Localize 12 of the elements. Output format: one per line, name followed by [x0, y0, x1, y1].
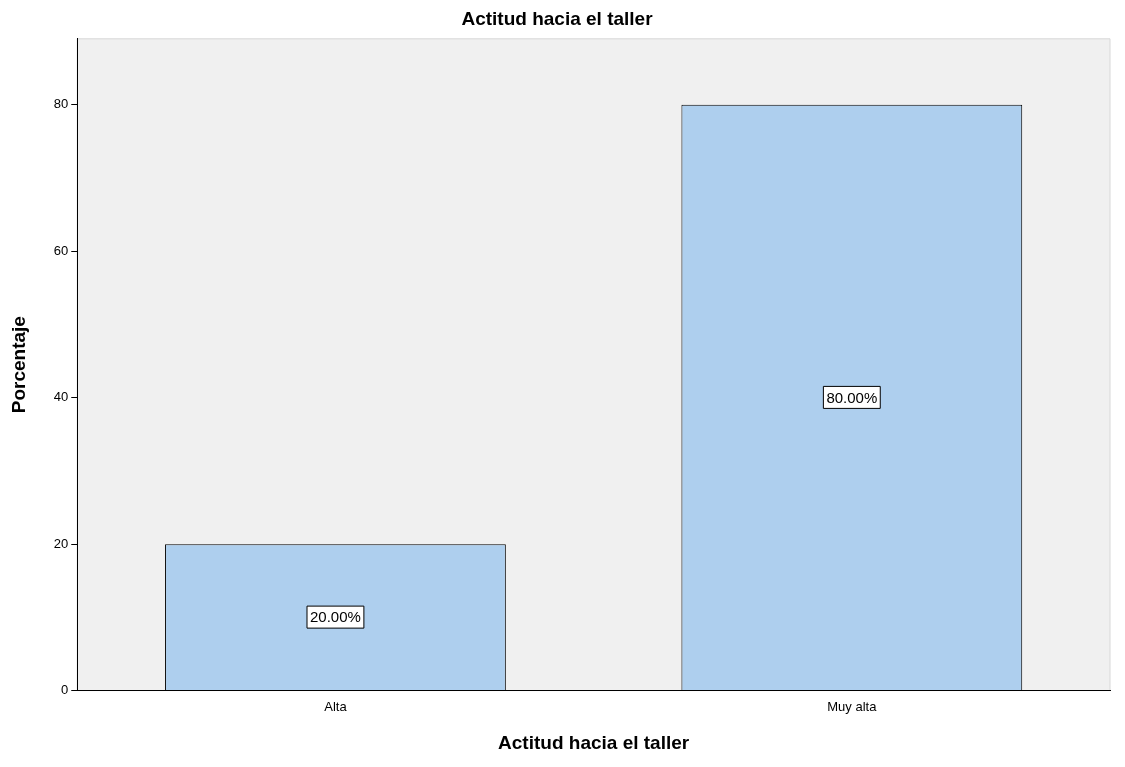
y-tick-label: 20 [53, 535, 69, 551]
x-axis-title: Actitud hacia el taller [498, 731, 690, 753]
y-tick-label: 60 [53, 242, 69, 258]
data-label: 80.00% [826, 388, 878, 406]
y-tick-label: 0 [61, 682, 69, 698]
data-label: 20.00% [310, 608, 361, 626]
x-tick-label: Alta [324, 698, 348, 714]
y-tick-label: 40 [53, 389, 69, 405]
y-axis-title: Porcentaje [7, 316, 29, 414]
chart-title: Actitud hacia el taller [461, 7, 654, 29]
y-tick-label: 80 [53, 96, 69, 112]
x-tick-label: Muy alta [827, 698, 878, 714]
